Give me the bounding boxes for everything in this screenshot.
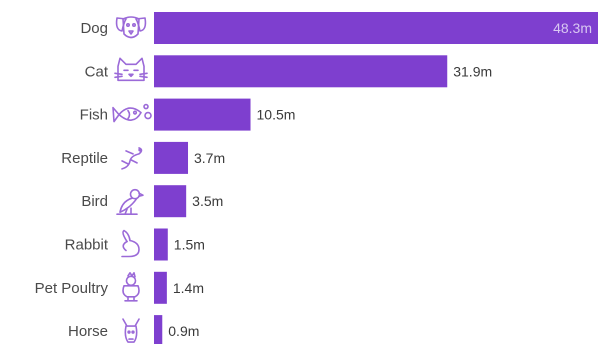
dog-icon: [115, 16, 147, 39]
bar: [154, 98, 251, 131]
bar: [154, 228, 168, 261]
value-label: 1.4m: [173, 280, 204, 296]
bar: [154, 271, 167, 304]
value-label: 3.5m: [192, 193, 223, 209]
value-label: 48.3m: [553, 20, 592, 36]
cat-icon: [114, 57, 148, 82]
value-label: 1.5m: [174, 237, 205, 253]
category-label: Dog: [80, 20, 108, 37]
horse-icon: [122, 318, 140, 343]
bar: [154, 315, 163, 344]
category-label: Rabbit: [65, 237, 109, 254]
category-label: Fish: [80, 107, 108, 124]
bar: [154, 141, 189, 174]
value-label: 3.7m: [194, 150, 225, 166]
category-label: Pet Poultry: [35, 280, 109, 297]
rabbit-icon: [121, 229, 140, 258]
fish-icon: [112, 103, 152, 123]
bar: [154, 55, 448, 88]
poultry-icon: [122, 272, 140, 302]
bar: [154, 12, 598, 44]
bar: [154, 185, 187, 218]
reptile-icon: [121, 147, 143, 170]
category-label: Cat: [85, 63, 109, 80]
category-label: Horse: [68, 323, 108, 340]
category-label: Bird: [81, 193, 108, 210]
value-label: 10.5m: [257, 107, 296, 123]
category-label: Reptile: [61, 150, 108, 167]
value-label: 0.9m: [168, 323, 199, 339]
bird-icon: [116, 188, 144, 215]
value-label: 31.9m: [453, 63, 492, 79]
